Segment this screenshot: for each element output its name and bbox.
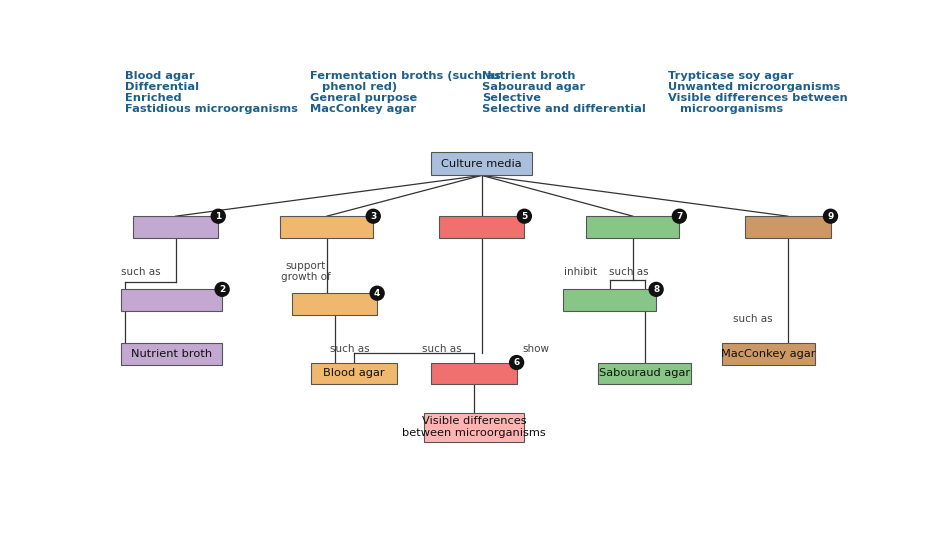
Bar — [311, 362, 397, 384]
Bar — [133, 216, 218, 238]
Bar — [745, 216, 831, 238]
Text: 2: 2 — [219, 285, 226, 294]
Bar — [598, 362, 691, 384]
Text: Nutrient broth: Nutrient broth — [132, 349, 212, 359]
Circle shape — [367, 209, 380, 223]
Bar — [563, 289, 656, 311]
Text: microorganisms: microorganisms — [667, 104, 783, 114]
Text: General purpose: General purpose — [309, 93, 417, 103]
Circle shape — [370, 286, 384, 300]
Text: Visible differences between: Visible differences between — [667, 93, 848, 103]
Text: show: show — [523, 344, 550, 354]
Circle shape — [650, 282, 663, 296]
Circle shape — [672, 209, 686, 223]
Circle shape — [823, 209, 838, 223]
Text: 1: 1 — [215, 212, 222, 221]
Circle shape — [517, 209, 531, 223]
Text: Visible differences
between microorganisms: Visible differences between microorganis… — [402, 416, 546, 438]
Text: Blood agar: Blood agar — [323, 368, 384, 378]
Text: 5: 5 — [522, 212, 527, 221]
Text: Nutrient broth: Nutrient broth — [481, 71, 575, 82]
Text: Culture media: Culture media — [442, 159, 522, 169]
Bar — [431, 152, 532, 175]
Bar — [121, 289, 222, 311]
Text: Sabouraud agar: Sabouraud agar — [481, 82, 585, 92]
Text: such as: such as — [609, 267, 649, 277]
Text: 8: 8 — [653, 285, 659, 294]
Text: MacConkey agar: MacConkey agar — [309, 104, 415, 114]
Text: 4: 4 — [374, 289, 381, 298]
Bar — [424, 412, 525, 442]
Bar — [431, 362, 517, 384]
Text: Sabouraud agar: Sabouraud agar — [599, 368, 690, 378]
Bar — [280, 216, 373, 238]
Text: 7: 7 — [676, 212, 682, 221]
Text: Fermentation broths (such as: Fermentation broths (such as — [309, 71, 501, 82]
Bar — [292, 293, 377, 315]
Circle shape — [509, 356, 524, 369]
Text: such as: such as — [422, 344, 462, 354]
Text: 9: 9 — [827, 212, 834, 221]
Circle shape — [212, 209, 226, 223]
Text: such as: such as — [121, 267, 161, 277]
Text: phenol red): phenol red) — [309, 82, 397, 92]
Text: MacConkey agar: MacConkey agar — [721, 349, 816, 359]
Text: Blood agar: Blood agar — [125, 71, 195, 82]
Bar — [587, 216, 680, 238]
Text: 6: 6 — [513, 358, 520, 367]
Text: Differential: Differential — [125, 82, 199, 92]
Text: Enriched: Enriched — [125, 93, 181, 103]
Text: Fastidious microorganisms: Fastidious microorganisms — [125, 104, 298, 114]
Text: such as: such as — [330, 344, 369, 354]
Text: inhibit: inhibit — [564, 267, 598, 277]
Bar — [439, 216, 525, 238]
Text: 3: 3 — [370, 212, 376, 221]
Bar — [722, 343, 815, 365]
Text: Selective: Selective — [481, 93, 540, 103]
Text: Unwanted microorganisms: Unwanted microorganisms — [667, 82, 840, 92]
Text: such as: such as — [733, 314, 773, 324]
Text: support
growth of: support growth of — [281, 261, 331, 282]
Text: Selective and differential: Selective and differential — [481, 104, 646, 114]
Bar — [121, 343, 222, 365]
Text: Trypticase soy agar: Trypticase soy agar — [667, 71, 793, 82]
Circle shape — [215, 282, 229, 296]
